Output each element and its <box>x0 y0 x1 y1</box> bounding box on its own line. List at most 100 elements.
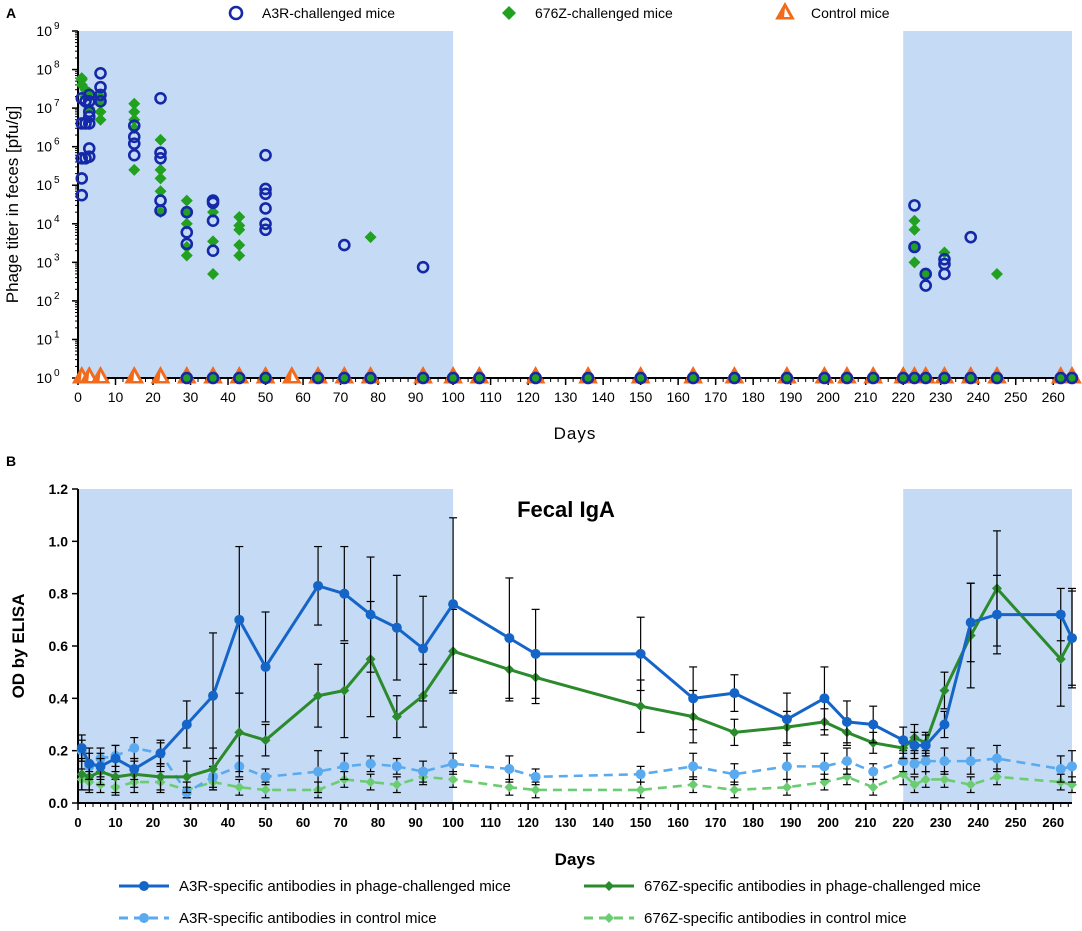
panel-a-x-tick-label: 150 <box>629 389 653 405</box>
panel-a-676z-point <box>180 240 193 253</box>
panel-a-x-tick-label: 220 <box>892 389 916 405</box>
panel-b-data-point <box>868 719 879 730</box>
panel-b-data-point <box>448 758 459 769</box>
panel-a-a3r-point <box>206 244 220 258</box>
panel-b-data-point <box>234 782 245 793</box>
panel-a-676z-point <box>180 194 193 207</box>
panel-a-a3r-point <box>634 371 647 385</box>
panel-a-x-tick-label: 200 <box>817 389 841 405</box>
panel-a-y-tick-label: 10 <box>36 23 52 39</box>
panel-a-a3r-point <box>154 194 167 207</box>
panel-b-x-tick-label: 160 <box>667 815 689 830</box>
panel-b-data-point <box>504 763 515 774</box>
panel-b-data-point <box>129 763 140 774</box>
panel-a-x-tick-label: 90 <box>408 389 424 405</box>
panel-a-x-tick-label: 130 <box>554 389 578 405</box>
panel-b-data-point <box>181 771 192 782</box>
panel-a-676z-point <box>233 219 246 232</box>
panel-b-data-point <box>313 580 324 591</box>
panel-a-y-tick-label: 10 <box>36 331 52 347</box>
legend-a-label: Control mice <box>811 5 890 21</box>
panel-b-data-point <box>365 777 376 788</box>
panel-a-y-tick-label: 10 <box>36 139 52 155</box>
panel-a-a3r-point <box>180 237 194 251</box>
panel-a-x-tick-label: 70 <box>333 389 349 405</box>
panel-a-x-tick-label: 0 <box>74 389 82 405</box>
panel-a-y-tick-label: 10 <box>36 370 52 386</box>
panel-b-data-point <box>819 693 830 704</box>
panel-b-data-point <box>781 761 792 772</box>
panel-a-676z-point <box>154 185 167 198</box>
panel-b-x-tick-label: 20 <box>146 815 160 830</box>
panel-a-a3r-point <box>686 371 700 385</box>
panel-a-y-tick-exponent: 9 <box>54 21 60 32</box>
panel-a-a3r-point <box>581 371 595 385</box>
panel-b-x-tick-label: 100 <box>442 815 464 830</box>
panel-a-y-tick-exponent: 4 <box>54 214 60 225</box>
panel-a-a3r-point <box>338 371 351 385</box>
legend-a3r-marker <box>228 5 244 21</box>
panel-b-x-tick-label: 40 <box>221 815 235 830</box>
panel-a-676z-point <box>990 267 1003 280</box>
panel-b-y-tick-label: 0.8 <box>49 586 69 602</box>
panel-a-a3r-point <box>259 148 272 162</box>
panel-b-data-point <box>965 617 976 628</box>
panel-b-x-tick-label: 130 <box>555 815 577 830</box>
panel-b-data-point <box>1055 763 1066 774</box>
panel-a-x-tick-label: 230 <box>929 389 953 405</box>
panel-a-control-point-inner <box>290 372 297 381</box>
panel-a-a3r-point <box>94 95 107 108</box>
panel-a-x-tick-label: 120 <box>516 389 540 405</box>
panel-a-a3r-point <box>94 66 107 80</box>
panel-a-x-tick-label: 30 <box>183 389 199 405</box>
panel-a-676z-point <box>154 133 167 146</box>
panel-b-series-line <box>80 746 1073 794</box>
panel-b-data-point <box>898 735 909 746</box>
panel-a-y-axis-label: Phage titer in feces [pfu/g] <box>3 106 22 304</box>
panel-b-data-point <box>208 763 219 774</box>
panel-b-x-tick-label: 110 <box>480 815 501 830</box>
panel-b-data-point <box>729 688 740 699</box>
panel-a-y-tick-exponent: 5 <box>54 175 60 186</box>
panel-b-y-axis-label: OD by ELISA <box>9 594 28 699</box>
panel-a-x-tick-label: 60 <box>295 389 311 405</box>
panel-b-data-point <box>729 727 740 738</box>
panel-b-label: B <box>6 453 16 469</box>
panel-a-a3r-point <box>840 371 854 385</box>
panel-a-a3r-point <box>75 188 89 202</box>
panel-a-a3r-point <box>127 119 141 132</box>
panel-b-series-0 <box>76 517 1077 781</box>
panel-b-data-point <box>920 740 931 751</box>
panel-b-data-point <box>234 727 245 738</box>
legend-b-label: A3R-specific antibodies in phage-challen… <box>179 878 511 895</box>
panel-a-a3r-point <box>908 199 921 212</box>
panel-b-data-point <box>1067 633 1077 644</box>
panel-a-a3r-point <box>82 150 96 163</box>
panel-a-a3r-point <box>180 205 194 219</box>
panel-a-a3r-point <box>259 187 272 201</box>
panel-b-data-point <box>365 758 376 769</box>
panel-b-data-point <box>635 648 646 659</box>
panel-b-data-point <box>76 769 87 780</box>
panel-b-data-point <box>418 766 429 777</box>
panel-b-x-tick-label: 210 <box>855 815 877 830</box>
panel-b-data-point <box>688 779 699 790</box>
panel-b-data-point <box>729 769 740 780</box>
panel-b-x-tick-label: 260 <box>1042 815 1064 830</box>
panel-b-y-tick-label: 0.2 <box>49 743 69 759</box>
panel-a-a3r-point <box>154 151 167 165</box>
panel-a-676z-point <box>908 256 921 269</box>
panel-b-y-tick-label: 1.0 <box>49 533 69 549</box>
panel-b-y-tick-label: 0.6 <box>49 638 69 654</box>
panel-a-676z-point <box>128 97 141 110</box>
panel-a-y-tick-exponent: 3 <box>54 252 60 263</box>
panel-b-data-point <box>939 756 950 767</box>
panel-a-676z-point <box>233 210 246 223</box>
panel-a-676z-point <box>94 105 107 118</box>
panel-a-a3r-point <box>908 240 921 254</box>
panel-a-y-tick-exponent: 7 <box>54 98 60 109</box>
panel-b-data-point <box>448 774 459 785</box>
panel-a-a3r-point <box>206 371 220 385</box>
panel-b-data-point <box>155 771 166 782</box>
